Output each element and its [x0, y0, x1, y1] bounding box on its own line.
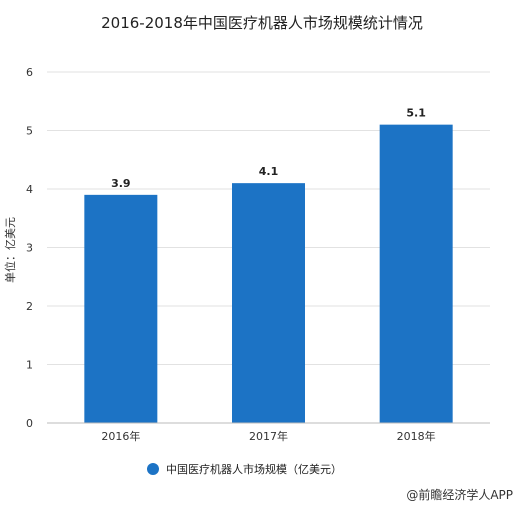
- data-label: 5.1: [406, 107, 426, 120]
- y-tick-label: 5: [26, 125, 33, 138]
- bars: [84, 124, 453, 424]
- legend: 中国医疗机器人市场规模（亿美元）: [147, 462, 342, 476]
- watermark-text: @前瞻经济学人APP: [406, 487, 513, 502]
- bar: [232, 183, 305, 423]
- bar: [379, 124, 453, 424]
- data-labels: 3.9 4.1 5.1: [111, 107, 426, 190]
- x-axis-ticks: 2016年 2017年 2018年: [101, 429, 435, 443]
- data-label: 3.9: [111, 177, 131, 190]
- x-tick-label: 2016年: [101, 429, 140, 443]
- y-tick-label: 3: [26, 242, 33, 255]
- legend-label: 中国医疗机器人市场规模（亿美元）: [166, 462, 342, 476]
- y-axis-label: 单位：亿美元: [3, 217, 17, 283]
- y-tick-label: 1: [26, 359, 33, 372]
- y-tick-label: 4: [26, 183, 33, 196]
- data-label: 4.1: [259, 165, 279, 178]
- x-tick-label: 2018年: [397, 429, 436, 443]
- y-tick-label: 0: [26, 417, 33, 430]
- legend-marker: [147, 463, 159, 475]
- y-tick-label: 6: [26, 66, 33, 79]
- x-tick-label: 2017年: [249, 429, 288, 443]
- y-axis-ticks: 0 1 2 3 4 5 6: [26, 66, 33, 430]
- chart-title: 2016-2018年中国医疗机器人市场规模统计情况: [101, 14, 423, 32]
- bar: [84, 194, 158, 423]
- y-tick-label: 2: [26, 300, 33, 313]
